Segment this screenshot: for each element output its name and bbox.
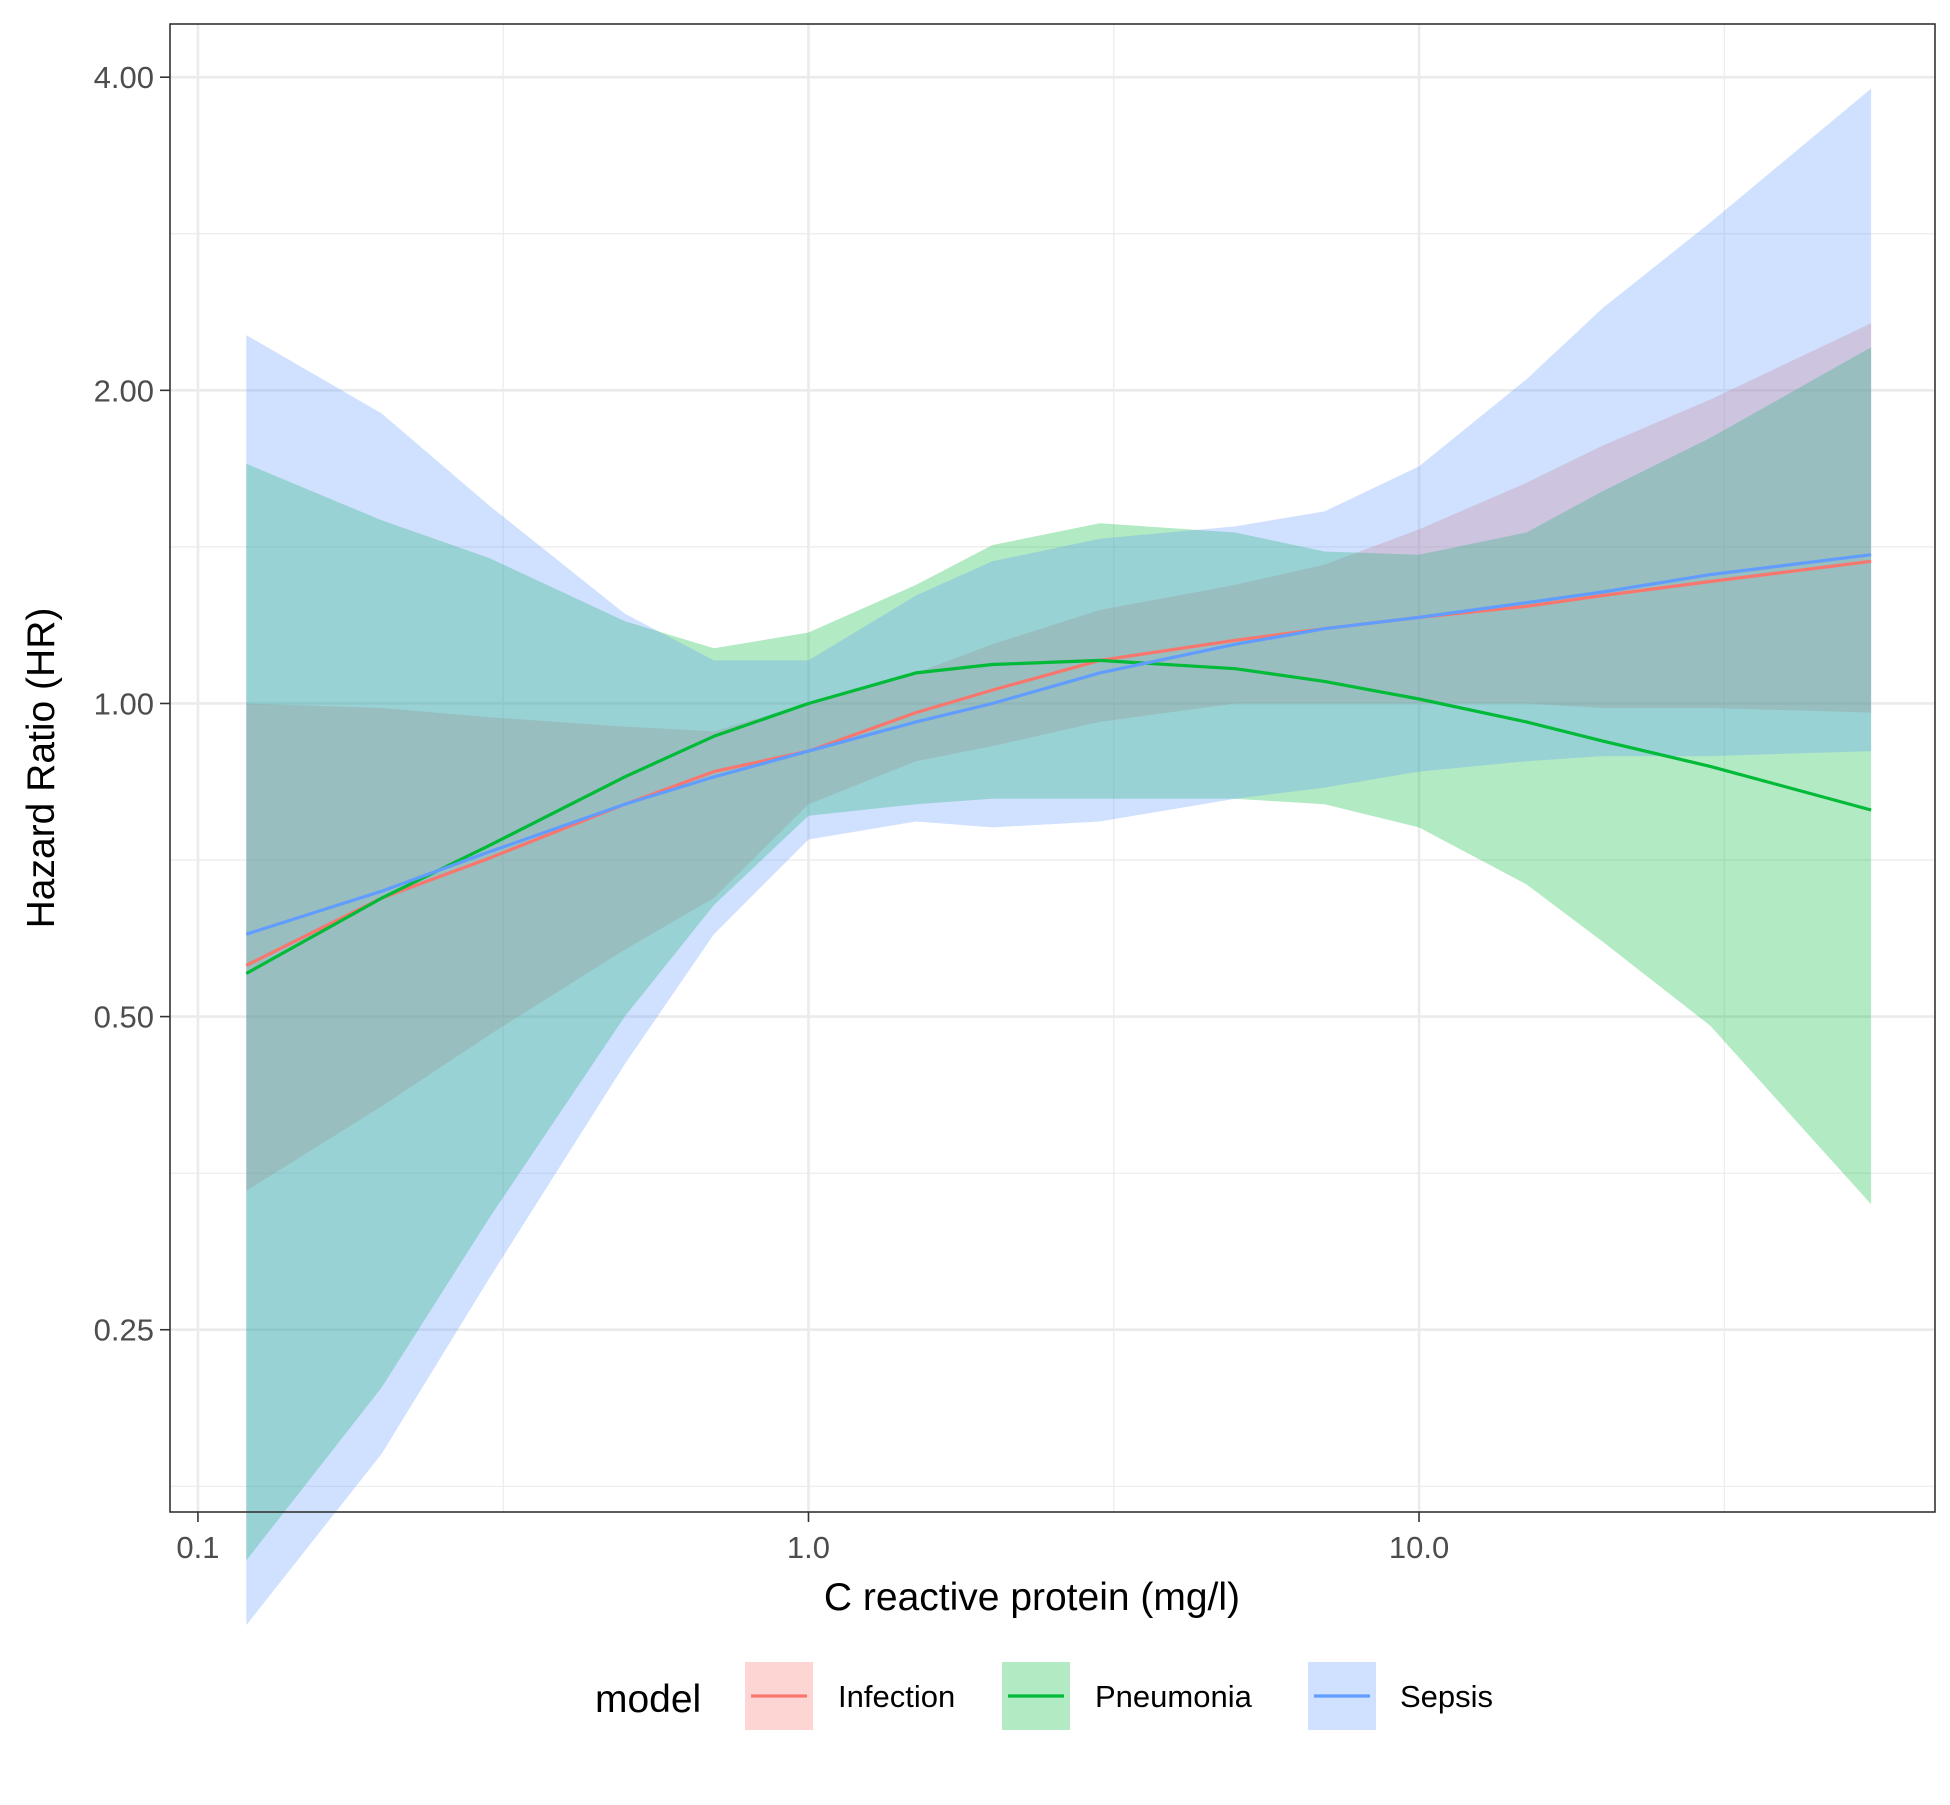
y-tick-label: 0.25 [94,1313,154,1348]
y-tick-label: 4.00 [94,60,154,95]
line-sepsis [245,553,1872,936]
x-tick-label: 10.0 [1389,1530,1449,1565]
ci-band-infection [246,323,1872,1191]
ci-band-pneumonia [246,347,1872,1561]
y-tick-label: 0.50 [94,1000,154,1035]
confidence-bands [246,88,1872,1626]
series-lines [245,553,1872,975]
x-tick-label: 1.0 [787,1530,830,1565]
axes: 0.1 1.0 10.0 0.25 0.50 1.00 2.00 4.00 [94,60,1450,1565]
legend-title: model [595,1678,701,1721]
line-infection [245,559,1872,967]
legend-label-infection: Infection [838,1679,955,1714]
x-tick-label: 0.1 [176,1530,219,1565]
y-tick-label: 1.00 [94,686,154,721]
x-axis-title: C reactive protein (mg/l) [824,1576,1240,1619]
ci-band-sepsis [246,88,1872,1626]
y-axis-title: Hazard Ratio (HR) [20,608,63,929]
y-tick-label: 2.00 [94,373,154,408]
legend: model Infection Pneumonia Sepsis [595,1662,1493,1730]
grid-lines [170,24,1935,1512]
legend-label-pneumonia: Pneumonia [1095,1679,1253,1714]
panel-border [169,23,1936,1513]
line-pneumonia [245,658,1872,975]
legend-label-sepsis: Sepsis [1400,1679,1493,1714]
